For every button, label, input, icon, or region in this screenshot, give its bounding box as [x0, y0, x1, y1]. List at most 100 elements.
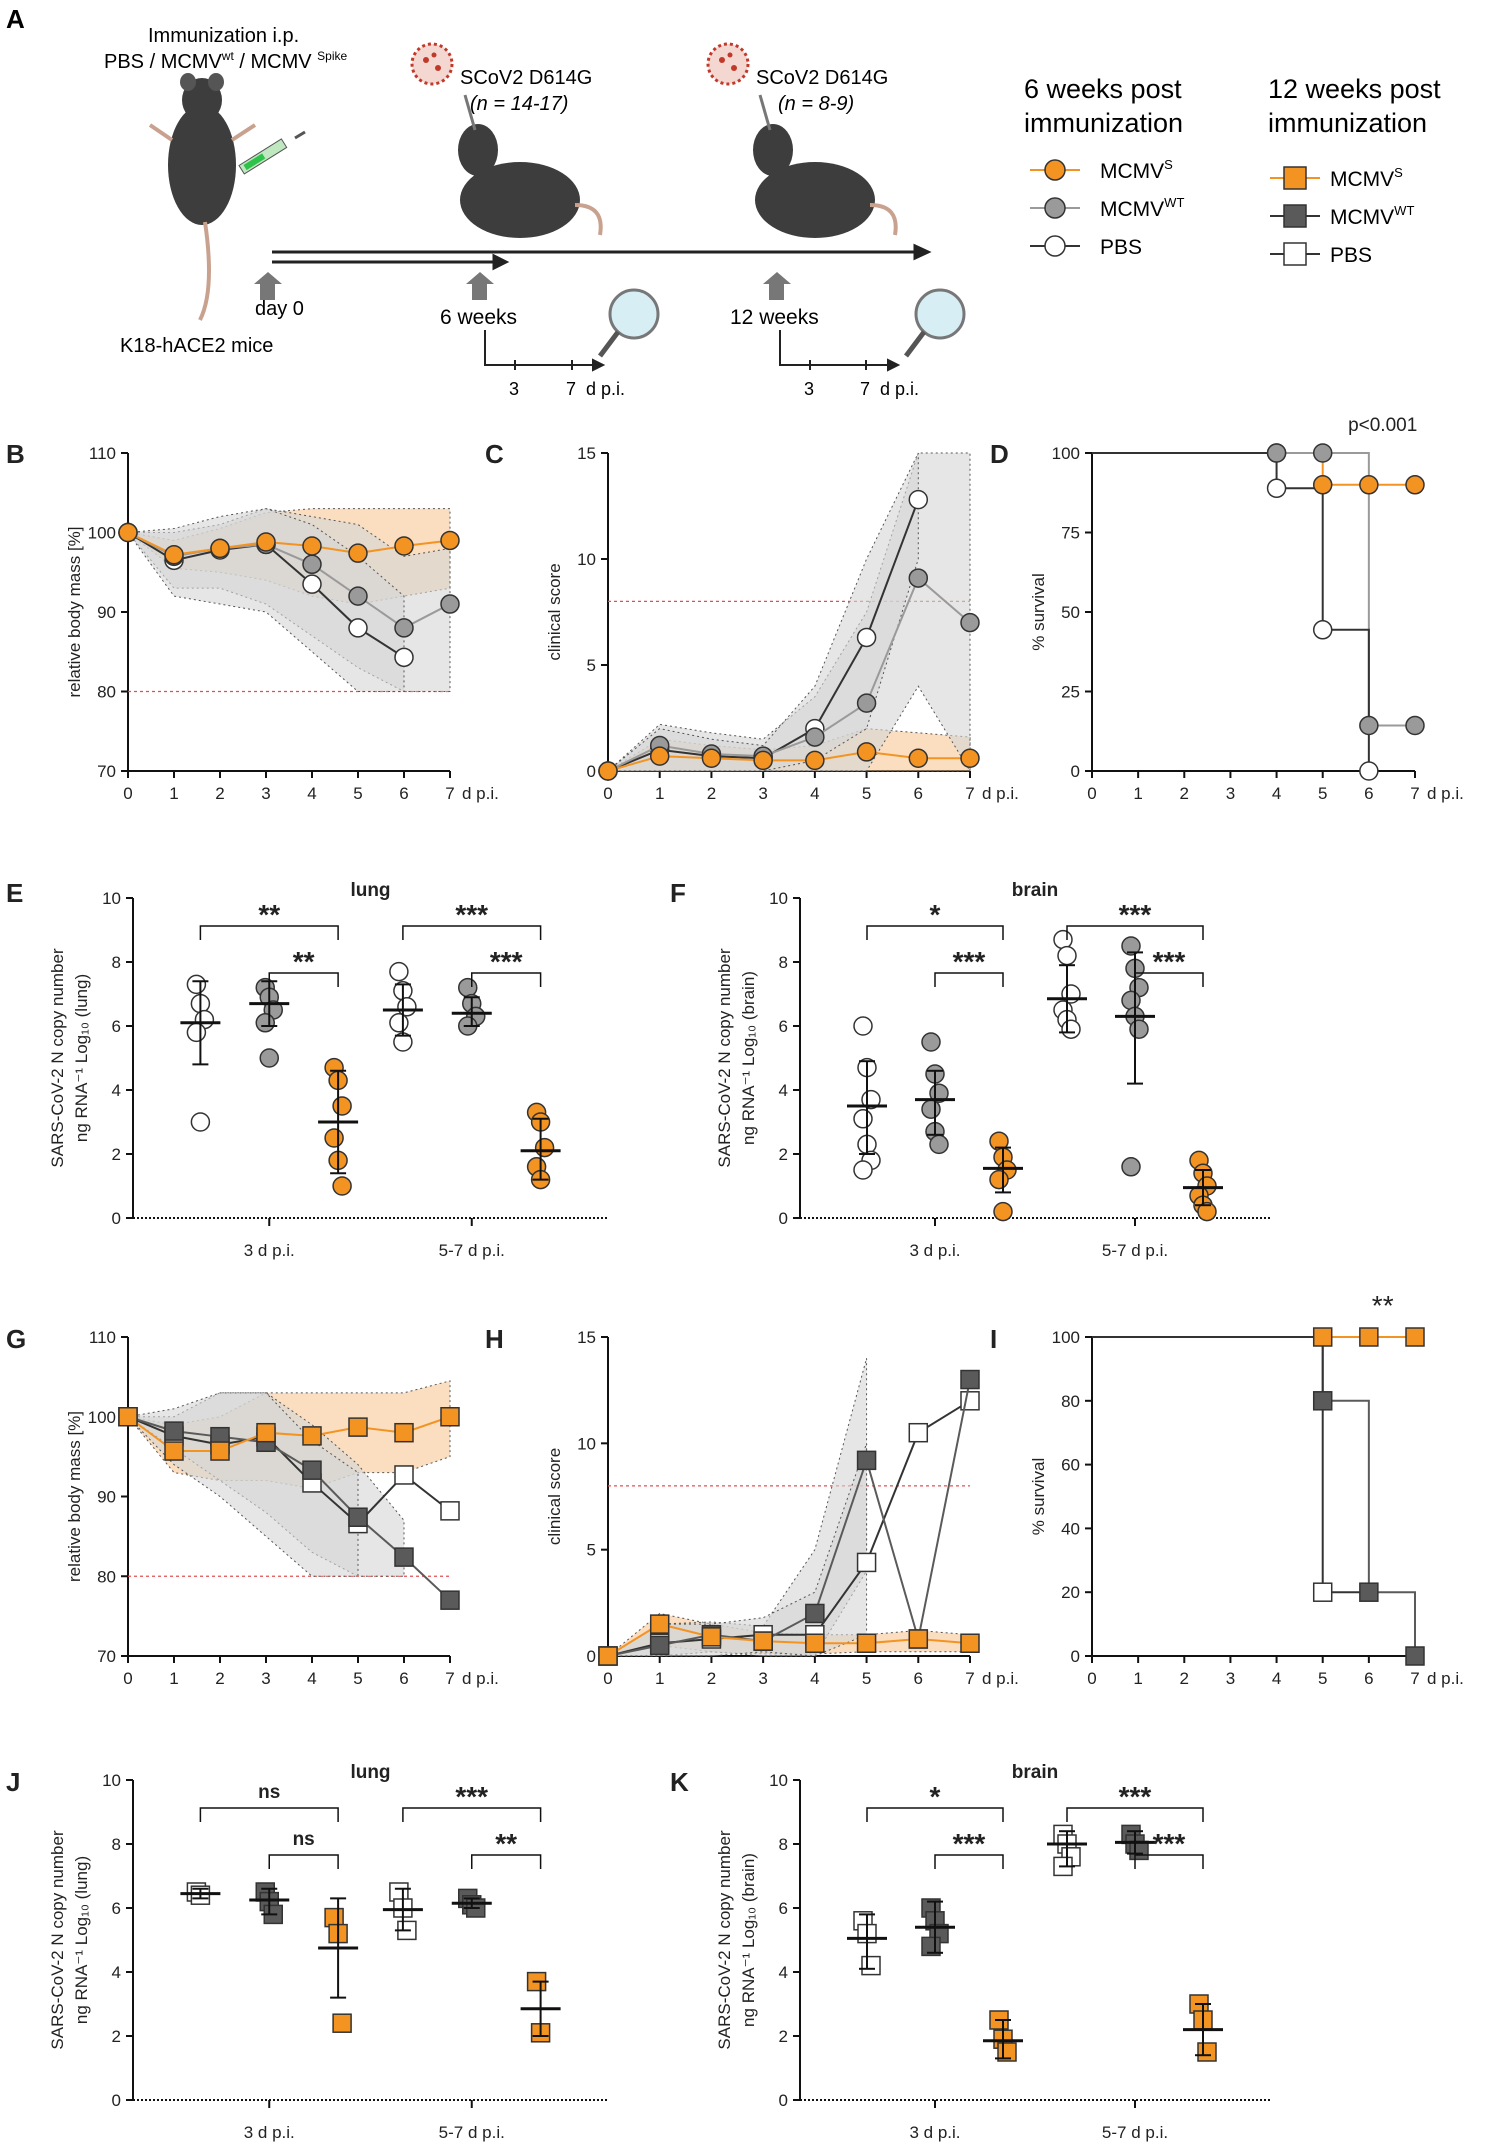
chart-panel-f: F 0 2 4 6 8 10 3 d p.i. 5-7 d p.i. brain SARS-CoV-… — [670, 878, 1270, 1260]
significance-label: *** — [953, 1828, 986, 1859]
x-tick-label: 3 d p.i. — [909, 1241, 960, 1260]
y-tick-label: 60 — [1061, 1456, 1080, 1475]
x-tick-label: 5 — [862, 1669, 871, 1688]
data-point — [1061, 1019, 1081, 1039]
significance-label: * — [930, 1781, 941, 1812]
y-axis-label: clinical score — [545, 563, 564, 660]
data-point — [394, 1422, 414, 1443]
y-tick-label: 2 — [112, 1145, 121, 1164]
data-point — [389, 961, 409, 982]
data-point — [440, 1501, 460, 1521]
significance-annotation: ** — [1372, 1290, 1394, 1321]
x-tick-label: 1 — [169, 1669, 178, 1688]
panel-letter: G — [6, 1324, 26, 1354]
data-point — [805, 750, 825, 771]
x-tick-label: 2 — [215, 1669, 224, 1688]
data-point — [302, 574, 322, 594]
data-point — [856, 693, 877, 713]
data-point — [1312, 475, 1333, 495]
data-point — [118, 522, 138, 543]
legend-marker-mcmv-wt — [1044, 197, 1066, 219]
data-point — [929, 1134, 949, 1155]
x-axis-label: d p.i. — [1427, 784, 1464, 803]
y-tick-label: 2 — [112, 2027, 121, 2046]
x-tick-label: 5 — [353, 1669, 362, 1688]
legend6-title-1: 6 weeks post — [1024, 74, 1182, 104]
x-tick-label: 2 — [1180, 1669, 1189, 1688]
data-point — [1312, 1327, 1333, 1347]
x-tick-label: 5 — [353, 784, 362, 803]
significance-bracket — [268, 972, 339, 987]
x-tick-label: 4 — [307, 784, 316, 803]
y-tick-label: 15 — [577, 1328, 596, 1347]
mouse-icon — [458, 94, 603, 238]
panel-letter: E — [6, 878, 23, 908]
y-tick-label: 4 — [112, 1081, 121, 1100]
sampling-timeline-1 — [484, 330, 606, 372]
data-point — [856, 742, 877, 762]
data-point — [1312, 1391, 1333, 1411]
legend6-item-2: MCMVWT — [1100, 195, 1184, 221]
survival-curve-wt — [1092, 1336, 1416, 1656]
panel-title: lung — [350, 880, 390, 901]
significance-label: * — [930, 899, 941, 930]
x-tick-label: 3 d p.i. — [909, 2123, 960, 2142]
data-point — [348, 618, 368, 638]
x-axis-label: d p.i. — [982, 784, 1019, 803]
data-point — [1129, 1840, 1149, 1861]
data-point — [389, 1013, 409, 1033]
y-tick-label: 100 — [1052, 1328, 1080, 1347]
mice-label: K18-hACE2 mice — [120, 335, 273, 357]
legend12-item-2: MCMVWT — [1330, 203, 1414, 229]
data-point — [1057, 945, 1077, 966]
data-point — [701, 748, 722, 769]
data-point — [649, 1614, 670, 1634]
data-point — [701, 1627, 722, 1647]
y-tick-label: 5 — [587, 1541, 596, 1560]
data-point — [440, 1407, 460, 1427]
y-tick-label: 50 — [1061, 603, 1080, 622]
panel-a-schematic: A Immunization i.p. PBS / MCMVwt / MCMV … — [6, 4, 1441, 399]
timeline-arrow — [272, 243, 932, 271]
y-tick-label: 8 — [112, 953, 121, 972]
y-tick-label: 10 — [769, 889, 788, 908]
sampling1-day3: 3 — [509, 379, 519, 399]
panel-letter: H — [485, 1324, 504, 1354]
sampling-timeline-2 — [779, 330, 901, 372]
data-point — [186, 1022, 207, 1043]
panel-title: lung — [350, 1762, 390, 1783]
data-point — [302, 1460, 322, 1480]
data-point — [255, 1013, 275, 1033]
data-point — [908, 489, 929, 510]
chart-panel-h: H 0 5 10 15 0 1 2 3 4 5 6 7 d p.i. clinical score — [485, 1324, 1019, 1688]
legend-marker-mcmv-wt — [1283, 204, 1307, 228]
sampling1-day7: 7 — [566, 379, 576, 399]
virus-icon — [706, 42, 750, 86]
y-tick-label: 4 — [112, 1963, 121, 1982]
x-tick-label: 3 — [1226, 784, 1235, 803]
data-point — [856, 1552, 877, 1573]
data-point — [960, 612, 980, 633]
syringe-icon — [238, 130, 306, 175]
y-tick-label: 10 — [102, 889, 121, 908]
y-tick-label: 10 — [577, 1434, 596, 1453]
data-point — [908, 1629, 929, 1649]
y-tick-label: 0 — [112, 1209, 121, 1228]
data-point — [440, 530, 460, 551]
data-point — [1121, 990, 1141, 1011]
y-axis-label: relative body mass [%] — [65, 526, 84, 697]
panel-letter: C — [485, 439, 504, 469]
y-tick-label: 6 — [779, 1017, 788, 1036]
y-axis-label: % survival — [1029, 1458, 1048, 1535]
panel-a-letter: A — [6, 4, 25, 34]
legend-marker-pbs — [1044, 235, 1066, 257]
chart-panel-d: D 0 25 50 75 100 0 1 2 3 4 5 6 7 d p.i. % survival p<0.0… — [990, 415, 1464, 803]
sampling1-dpi: d p.i. — [586, 379, 625, 399]
panel-letter: J — [6, 1767, 20, 1797]
band-pbs — [606, 1443, 868, 1657]
immunization-title: Immunization i.p. — [148, 25, 299, 47]
significance-bracket — [402, 1807, 542, 1822]
data-point — [805, 1633, 825, 1653]
y-tick-label: 90 — [97, 1488, 116, 1507]
